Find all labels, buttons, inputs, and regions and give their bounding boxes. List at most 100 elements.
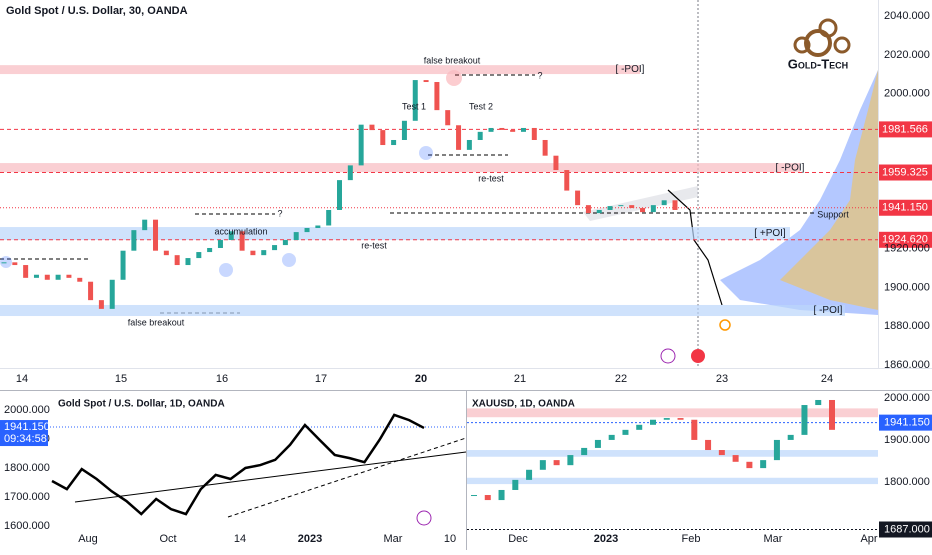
level-tag <box>879 121 932 138</box>
poi-zone <box>0 65 640 75</box>
candle <box>773 439 780 461</box>
candle <box>174 255 180 266</box>
x-tick-label: Apr <box>860 533 877 545</box>
candle <box>44 274 50 280</box>
candle <box>629 205 635 209</box>
annotation: accumulation <box>214 226 267 236</box>
candle <box>163 250 169 256</box>
candle <box>412 80 418 121</box>
annotation: ? <box>277 208 282 218</box>
x-tick-label: 16 <box>216 373 228 385</box>
channel <box>583 186 698 221</box>
candle <box>594 439 601 448</box>
candle <box>607 206 613 210</box>
annotation: Test 1 <box>402 101 426 111</box>
candle <box>142 219 148 231</box>
x-tick-label: Oct <box>159 533 176 545</box>
candle <box>207 247 213 253</box>
candle <box>553 460 560 466</box>
candle <box>531 127 537 140</box>
volume-profile <box>780 70 878 310</box>
event-icon <box>691 349 705 363</box>
chart-title: Gold Spot / U.S. Dollar, 30, OANDA <box>6 5 188 17</box>
candle <box>477 131 483 140</box>
candle <box>829 399 835 430</box>
candle <box>585 205 591 214</box>
candle <box>640 208 646 213</box>
candle <box>304 228 310 233</box>
poi-label: [ -POI] <box>776 162 805 173</box>
annotation: Test 2 <box>469 101 493 111</box>
candle <box>293 232 299 241</box>
candle <box>423 80 429 83</box>
candle <box>484 495 491 501</box>
level-tag <box>879 164 932 181</box>
candle <box>512 479 519 490</box>
candle <box>66 274 72 278</box>
candle <box>567 455 574 466</box>
poi-label: [ +POI] <box>754 228 786 239</box>
candle <box>196 252 202 259</box>
candle <box>120 250 126 280</box>
y-tick-label: 1860.000 <box>884 359 930 371</box>
candle <box>539 460 546 470</box>
level-tag <box>879 199 932 216</box>
candle <box>250 250 256 256</box>
x-tick-label: Aug <box>78 533 98 545</box>
candle <box>801 405 808 435</box>
candle <box>471 495 477 497</box>
event-icon <box>660 348 676 364</box>
candle <box>705 439 712 451</box>
x-tick-label: 2023 <box>298 533 322 545</box>
panel-title: XAUUSD, 1D, OANDA <box>472 399 575 410</box>
candle <box>718 450 725 456</box>
candle <box>650 419 656 425</box>
candle <box>88 281 94 301</box>
candle <box>691 419 698 440</box>
candle <box>581 447 588 456</box>
candle <box>12 262 18 266</box>
candle <box>391 139 397 146</box>
candle <box>369 124 375 131</box>
candle <box>445 110 451 126</box>
poi-zone <box>467 477 878 485</box>
candle <box>228 231 234 241</box>
level-label: 1981.566 <box>882 123 928 135</box>
candle <box>575 190 581 206</box>
y-tick-label: 1920.000 <box>884 243 930 255</box>
candle <box>77 277 83 282</box>
annotation: ? <box>537 70 542 80</box>
logo-text: Gold-Tech <box>788 56 848 71</box>
y-tick-label: 1800.000 <box>884 476 930 488</box>
candle <box>520 127 526 132</box>
candle <box>315 225 321 229</box>
x-tick-label: 2023 <box>594 533 618 545</box>
poi-label: [ -POI] <box>616 64 645 75</box>
candle <box>498 489 505 501</box>
annotation: false breakout <box>424 55 481 65</box>
poi-zone <box>0 227 790 241</box>
y-tick-label: 2000.000 <box>4 404 50 416</box>
poi-label: [ -POI] <box>814 305 843 316</box>
price-tag <box>879 414 932 431</box>
candle <box>23 265 29 278</box>
candle <box>542 139 548 156</box>
candle <box>282 240 288 246</box>
x-tick-label: Feb <box>682 533 701 545</box>
candle <box>499 127 505 130</box>
candle <box>650 205 656 213</box>
candle <box>677 418 684 420</box>
candle <box>358 124 364 166</box>
x-tick-label: 17 <box>315 373 327 385</box>
x-tick-label: 10 <box>444 533 456 545</box>
candle <box>787 434 794 440</box>
candle <box>510 129 516 132</box>
y-tick-label: 1900.000 <box>884 281 930 293</box>
candle <box>239 231 245 251</box>
highlights <box>0 146 433 277</box>
candle <box>661 200 667 206</box>
candle <box>261 250 267 256</box>
candle <box>434 82 440 111</box>
price-label: 1687.000 <box>884 523 930 535</box>
